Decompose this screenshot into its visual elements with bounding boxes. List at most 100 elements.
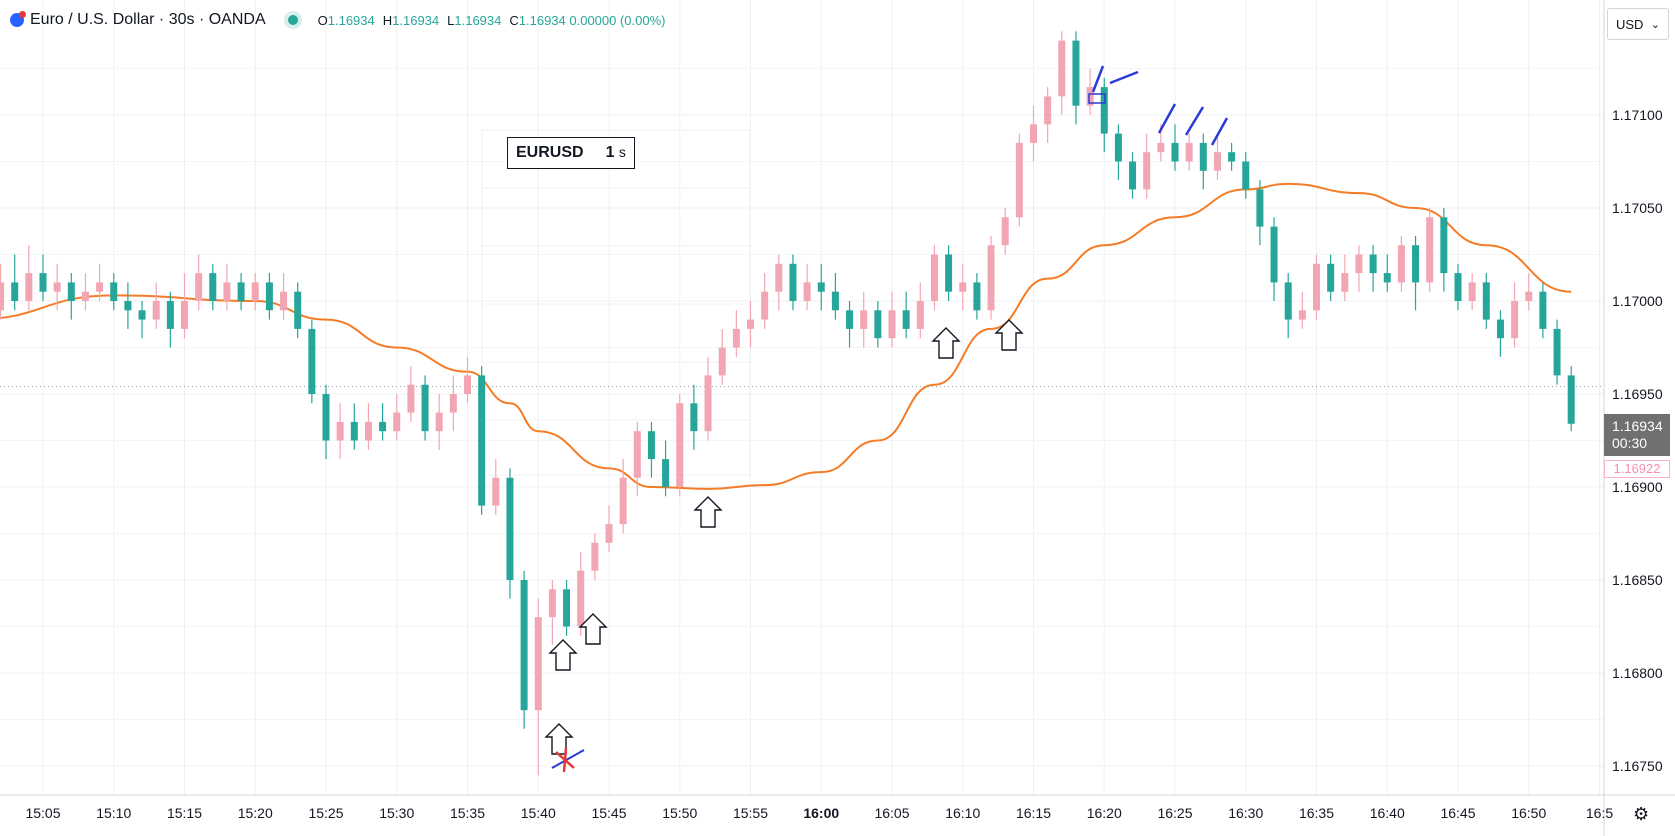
candle xyxy=(1313,254,1320,320)
candle-body xyxy=(251,282,259,301)
candle xyxy=(619,459,627,534)
candle-body xyxy=(421,384,429,432)
candle-body xyxy=(1327,263,1335,292)
candle-body xyxy=(945,254,953,292)
candle xyxy=(166,291,174,348)
candle-body xyxy=(718,347,726,376)
candle xyxy=(732,310,740,357)
candle xyxy=(676,394,684,497)
trend-stroke xyxy=(1109,70,1139,85)
candle xyxy=(761,273,769,329)
candle-body xyxy=(930,254,938,301)
candle-body xyxy=(237,282,245,301)
candle xyxy=(449,375,457,432)
candle xyxy=(1468,273,1476,311)
candle xyxy=(1284,273,1292,339)
x-axis: 15:05 15:10 15:15 15:20 15:25 15:30 15:35 15:40… xyxy=(25,805,1613,821)
candle-body xyxy=(817,282,825,292)
candle-body xyxy=(124,301,132,311)
candle-body xyxy=(1525,291,1533,301)
candle xyxy=(1256,180,1264,246)
candle-body xyxy=(1171,142,1179,162)
candle-body xyxy=(1440,217,1448,274)
x-tick-label: 16:10 xyxy=(945,805,980,821)
candle-body xyxy=(846,310,854,329)
candle xyxy=(350,403,358,450)
candle-body xyxy=(1228,152,1236,162)
candle xyxy=(81,273,89,311)
trend-stroke xyxy=(1091,65,1105,93)
candle-body xyxy=(1426,217,1434,283)
y-tick-label: 1.16800 xyxy=(1612,665,1663,681)
candle-body xyxy=(0,282,5,311)
candle-body xyxy=(1157,142,1165,153)
settings-gear-icon[interactable]: ⚙ xyxy=(1633,804,1650,824)
x-tick-label: 16:40 xyxy=(1370,805,1405,821)
candle-body xyxy=(1313,263,1320,311)
currency-selector[interactable]: USD ⌄ xyxy=(1607,8,1669,40)
y-tick-label: 1.16850 xyxy=(1612,572,1663,588)
candle xyxy=(817,263,825,311)
candle-body xyxy=(464,375,471,394)
candle xyxy=(1525,273,1533,311)
candle xyxy=(577,552,585,636)
candle xyxy=(0,263,5,320)
candle-body xyxy=(265,282,273,311)
y-tick-label: 1.17050 xyxy=(1612,200,1663,216)
x-tick-label: 16:05 xyxy=(874,805,909,821)
candle xyxy=(265,273,273,320)
symbol-title[interactable]: Euro / U.S. Dollar · 30s · OANDA xyxy=(30,11,266,28)
candle xyxy=(704,356,712,441)
candle-body xyxy=(704,375,712,432)
symbol-flag-icon xyxy=(10,11,26,27)
candle-body xyxy=(364,421,372,441)
candle-body xyxy=(916,301,924,329)
y-tick-label: 1.17100 xyxy=(1612,107,1663,123)
candle xyxy=(647,421,655,478)
candle xyxy=(67,273,75,320)
candle-body xyxy=(831,291,839,311)
candle-body xyxy=(407,384,415,413)
candle xyxy=(1426,208,1434,292)
candle-body xyxy=(690,403,698,432)
buy-arrow-icon xyxy=(931,327,961,359)
candle-body xyxy=(1284,282,1292,320)
candle-body xyxy=(1185,142,1193,162)
candle xyxy=(591,533,599,580)
candle-body xyxy=(195,273,203,301)
candle xyxy=(1327,254,1335,301)
candle xyxy=(223,263,231,311)
candle xyxy=(860,291,868,348)
candle-body xyxy=(336,421,344,441)
highlight-box xyxy=(1088,93,1106,104)
candle-body xyxy=(294,291,302,329)
trend-stroke xyxy=(1157,103,1177,134)
inset-symbol-label: EURUSD 1 s xyxy=(507,137,635,169)
candle-body xyxy=(789,263,797,301)
candle xyxy=(152,282,160,329)
candle xyxy=(1185,133,1193,171)
candle-body xyxy=(1129,161,1137,190)
candle-body xyxy=(39,273,47,292)
candle xyxy=(364,403,372,450)
buy-arrow-icon xyxy=(548,639,578,671)
candle xyxy=(902,291,910,339)
candle xyxy=(1030,105,1037,162)
buy-arrow-icon xyxy=(994,319,1024,351)
candle xyxy=(478,366,486,515)
candle xyxy=(846,301,854,348)
candle xyxy=(25,245,33,311)
candle xyxy=(1412,235,1420,311)
candle-body xyxy=(1468,282,1476,301)
candle-body xyxy=(548,589,556,618)
inset-interval: 1 s xyxy=(605,144,626,161)
candle-body xyxy=(1567,375,1575,424)
candle xyxy=(874,301,882,348)
candle-body xyxy=(209,273,217,301)
candle-body xyxy=(1044,96,1052,125)
candle xyxy=(888,291,896,348)
candle-body xyxy=(1454,273,1462,301)
candle xyxy=(563,580,571,636)
candle-body xyxy=(605,524,613,543)
